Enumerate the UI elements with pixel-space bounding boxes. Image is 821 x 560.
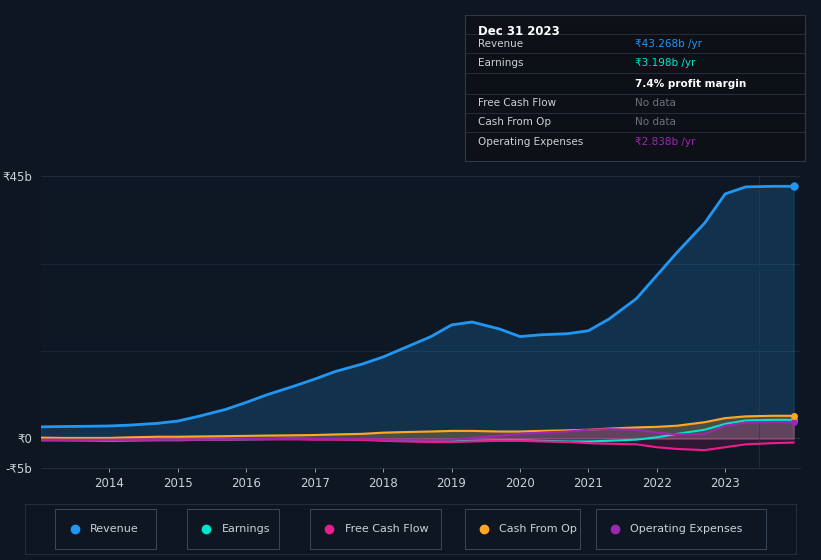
- Text: Revenue: Revenue: [479, 39, 524, 49]
- Text: Revenue: Revenue: [90, 524, 139, 534]
- Text: Dec 31 2023: Dec 31 2023: [479, 25, 560, 38]
- Text: No data: No data: [635, 116, 676, 127]
- Text: Operating Expenses: Operating Expenses: [479, 137, 584, 147]
- Text: Cash From Op: Cash From Op: [499, 524, 577, 534]
- Text: Free Cash Flow: Free Cash Flow: [479, 97, 557, 108]
- Text: ₹43.268b /yr: ₹43.268b /yr: [635, 39, 702, 49]
- Text: ₹3.198b /yr: ₹3.198b /yr: [635, 58, 695, 68]
- Text: Operating Expenses: Operating Expenses: [631, 524, 743, 534]
- Text: No data: No data: [635, 97, 676, 108]
- Text: Earnings: Earnings: [222, 524, 270, 534]
- Text: 7.4% profit margin: 7.4% profit margin: [635, 78, 746, 88]
- Text: Free Cash Flow: Free Cash Flow: [345, 524, 429, 534]
- Text: Earnings: Earnings: [479, 58, 524, 68]
- Text: ₹2.838b /yr: ₹2.838b /yr: [635, 137, 695, 147]
- Text: Cash From Op: Cash From Op: [479, 116, 551, 127]
